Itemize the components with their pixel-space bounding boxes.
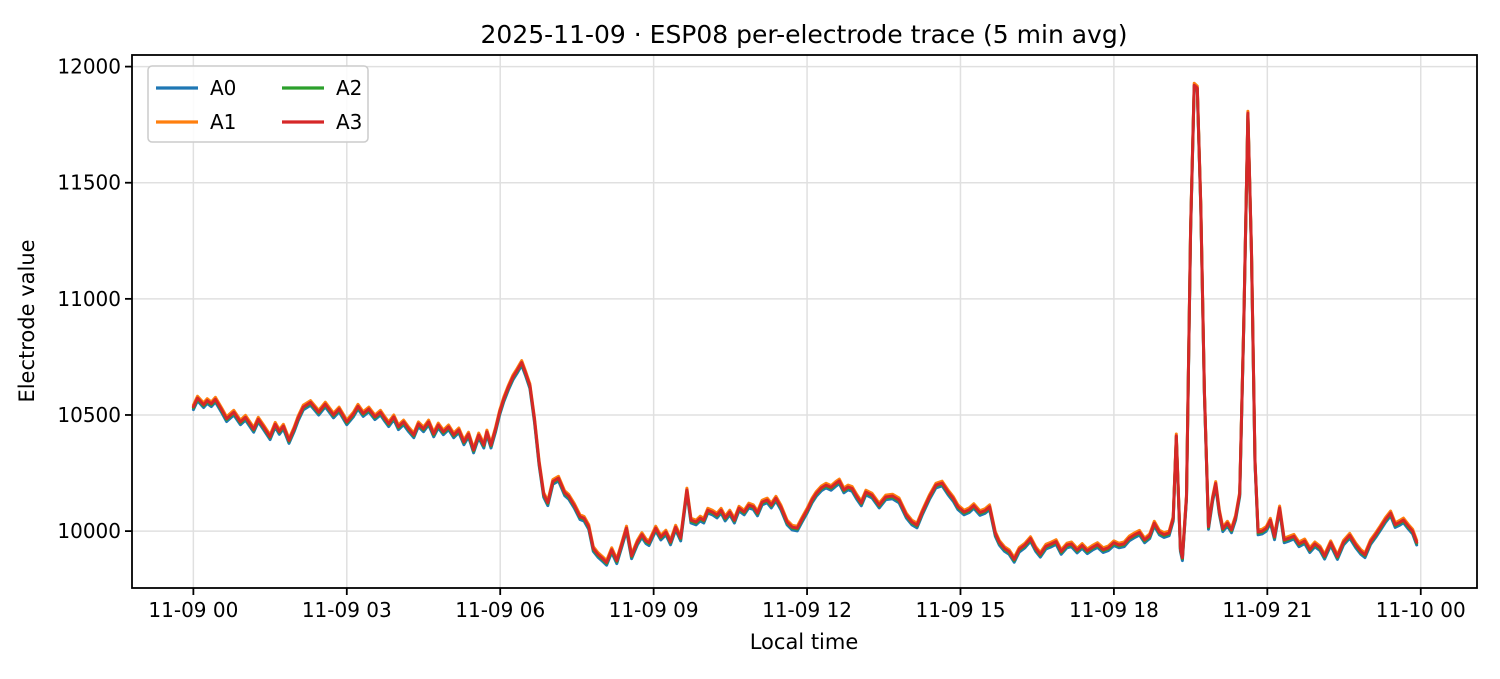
legend-label-A1: A1 — [210, 110, 236, 134]
x-tick-label: 11-09 09 — [609, 598, 699, 622]
legend-label-A2: A2 — [336, 76, 362, 100]
series-line-A0 — [191, 86, 1419, 567]
x-tick-label: 11-10 00 — [1376, 598, 1466, 622]
y-axis-label: Electrode value — [15, 239, 39, 402]
y-tick-label: 11000 — [57, 287, 121, 311]
legend-box — [147, 65, 369, 143]
x-tick-label: 11-09 03 — [302, 598, 392, 622]
x-tick-label: 11-09 21 — [1222, 598, 1312, 622]
series-line-A1 — [191, 81, 1419, 563]
legend-label-A3: A3 — [336, 110, 362, 134]
y-tick-label: 10500 — [57, 403, 121, 427]
x-tick-label: 11-09 15 — [916, 598, 1006, 622]
x-tick-label: 11-09 06 — [455, 598, 545, 622]
series-line-A3 — [191, 83, 1419, 564]
x-tick-label: 11-09 18 — [1069, 598, 1159, 622]
y-tick-label: 10000 — [57, 519, 121, 543]
x-axis-label: Local time — [750, 630, 859, 654]
y-tick-label: 11500 — [57, 171, 121, 195]
series-line-A2 — [191, 84, 1419, 565]
legend: A0 A1 A2 A3 — [147, 65, 369, 143]
x-tick-label: 11-09 00 — [148, 598, 238, 622]
plot-frame — [131, 54, 1478, 589]
x-tick-label: 11-09 12 — [762, 598, 852, 622]
chart-title: 2025-11-09 · ESP08 per-electrode trace (… — [481, 20, 1128, 49]
axis-layer: 11-09 00 11-09 03 11-09 06 11-09 09 11-09 12… — [57, 55, 1465, 622]
series-layer — [191, 81, 1419, 567]
legend-label-A0: A0 — [210, 76, 236, 100]
y-tick-label: 12000 — [57, 55, 121, 79]
